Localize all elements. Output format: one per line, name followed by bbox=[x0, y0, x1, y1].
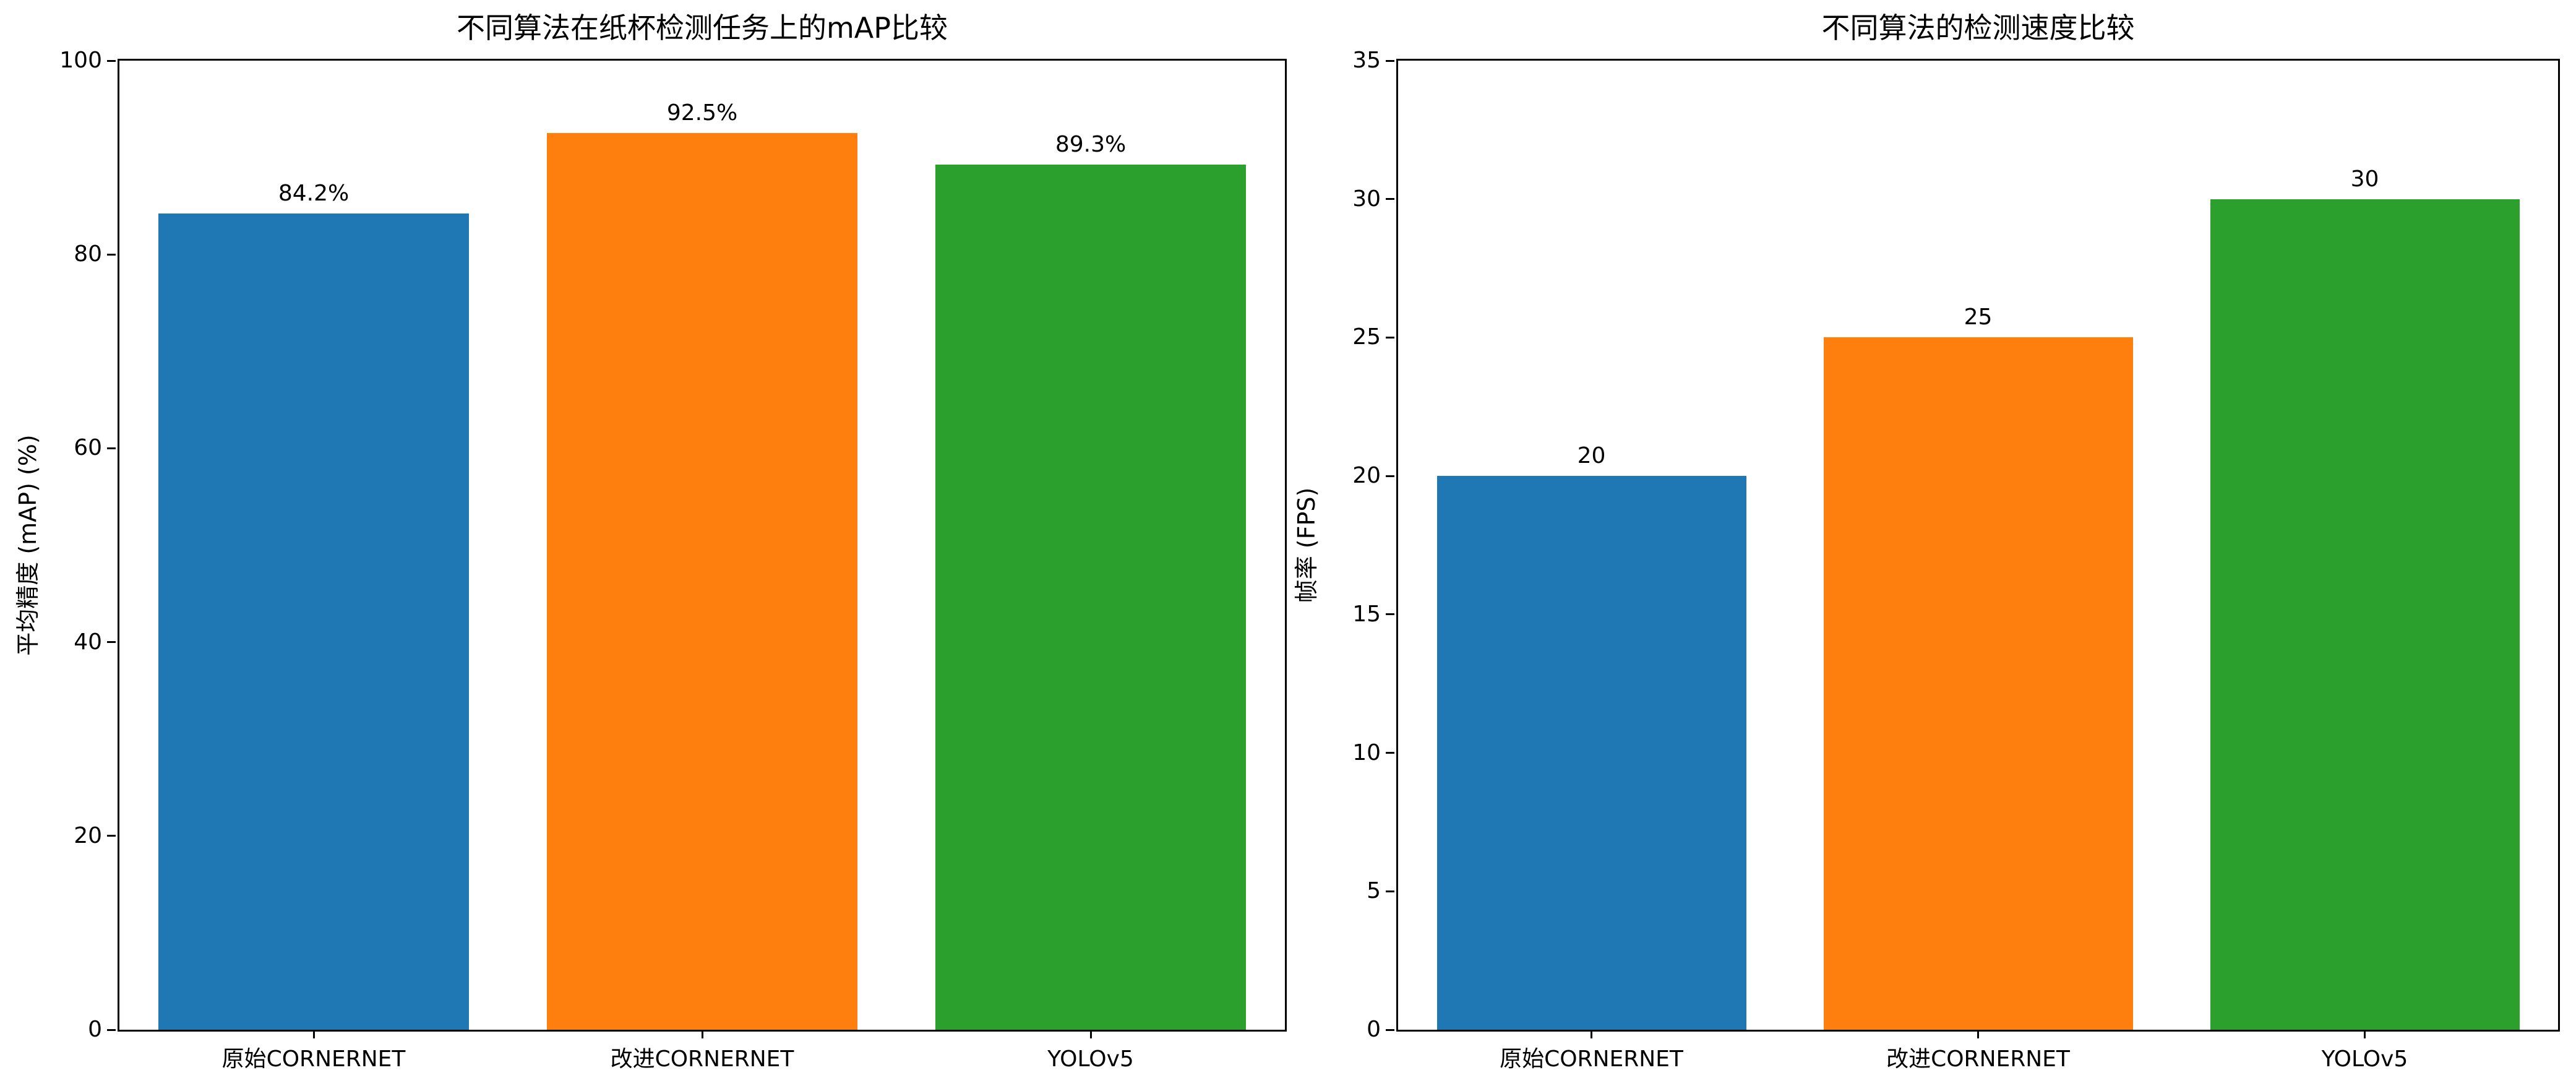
y-tick-mark bbox=[107, 59, 116, 62]
y-tick-label: 40 bbox=[74, 629, 102, 655]
plot-area: 0 5 10 15 20 25 30 35 20 原始CORNERNET 25 改进CORNERNET… bbox=[1352, 50, 2560, 1072]
y-tick-mark bbox=[1386, 1028, 1394, 1031]
chart-speed-panel: 不同算法的检测速度比较 帧率 (FPS) 0 5 10 15 20 25 30 35 20 原始C… bbox=[1288, 0, 2576, 1091]
y-tick-mark bbox=[107, 253, 116, 256]
y-tick-label: 25 bbox=[1352, 324, 1381, 350]
y-axis-label: 平均精度 (mAP) (%) bbox=[14, 434, 41, 656]
bar bbox=[2210, 199, 2520, 1030]
y-tick-label: 5 bbox=[1367, 878, 1381, 904]
x-tick-mark bbox=[1089, 1030, 1092, 1038]
y-tick-mark bbox=[1386, 198, 1394, 201]
y-tick-mark bbox=[1386, 752, 1394, 754]
y-tick-mark bbox=[1386, 336, 1394, 339]
chart-map-panel: 不同算法在纸杯检测任务上的mAP比较 平均精度 (mAP) (%) 0 20 40 6… bbox=[14, 11, 1287, 1072]
y-tick-mark bbox=[1386, 59, 1394, 62]
bar bbox=[158, 213, 470, 1030]
x-tick-mark bbox=[1591, 1030, 1592, 1038]
x-tick-mark bbox=[312, 1030, 315, 1038]
y-tick-mark bbox=[1386, 475, 1394, 477]
bar bbox=[935, 164, 1247, 1030]
chart-title: 不同算法在纸杯检测任务上的mAP比较 bbox=[456, 11, 948, 45]
y-tick-mark bbox=[107, 1028, 116, 1031]
y-tick-label: 15 bbox=[1352, 601, 1381, 627]
bar-value-label: 30 bbox=[2350, 166, 2379, 192]
x-tick-mark bbox=[2364, 1030, 2366, 1038]
y-axis-label: 帧率 (FPS) bbox=[1293, 487, 1320, 603]
y-tick-mark bbox=[107, 447, 116, 449]
bar bbox=[546, 133, 858, 1030]
y-tick-mark bbox=[1386, 890, 1394, 892]
y-tick-label: 0 bbox=[1367, 1017, 1381, 1042]
y-tick-mark bbox=[107, 641, 116, 644]
y-tick-label: 60 bbox=[74, 435, 102, 461]
bar-value-label: 20 bbox=[1577, 443, 1606, 469]
y-tick-label: 20 bbox=[74, 822, 102, 848]
y-tick-mark bbox=[107, 835, 116, 837]
bar-value-label: 84.2% bbox=[278, 181, 350, 207]
bar-value-label: 92.5% bbox=[666, 100, 738, 126]
y-tick-label: 100 bbox=[59, 48, 102, 73]
x-tick-mark bbox=[1977, 1030, 1979, 1038]
plot-area: 0 20 40 60 80 100 84.2% 原始CORNERNET 92.5% 改进CORNE… bbox=[59, 50, 1287, 1072]
chart-title: 不同算法的检测速度比较 bbox=[1821, 11, 2135, 45]
x-tick-label: YOLOv5 bbox=[2321, 1046, 2408, 1072]
y-tick-label: 80 bbox=[74, 241, 102, 267]
x-tick-label: 改进CORNERNET bbox=[610, 1046, 794, 1072]
y-tick-label: 20 bbox=[1352, 463, 1381, 489]
y-tick-mark bbox=[1386, 613, 1394, 616]
y-tick-label: 10 bbox=[1352, 740, 1381, 765]
x-tick-label: 改进CORNERNET bbox=[1886, 1046, 2070, 1072]
bar-value-label: 25 bbox=[1964, 304, 1993, 330]
bar bbox=[1823, 337, 2133, 1030]
x-tick-label: 原始CORNERNET bbox=[221, 1046, 406, 1072]
bar bbox=[1436, 476, 1746, 1030]
y-tick-label: 0 bbox=[88, 1017, 102, 1042]
x-tick-mark bbox=[701, 1030, 703, 1038]
y-tick-label: 35 bbox=[1352, 48, 1381, 73]
x-tick-label: 原始CORNERNET bbox=[1500, 1046, 1683, 1072]
y-tick-label: 30 bbox=[1352, 186, 1381, 212]
bar-value-label: 89.3% bbox=[1055, 131, 1127, 157]
x-tick-label: YOLOv5 bbox=[1047, 1046, 1134, 1072]
